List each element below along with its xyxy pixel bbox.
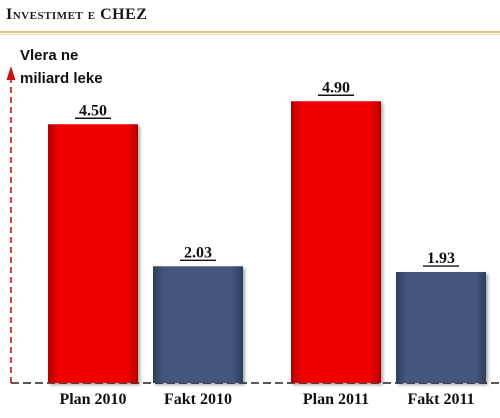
x-tick-label: Fakt 2011 [407,391,474,408]
labels-layer: 4.50 2.03 4.90 1.93 [75,79,459,267]
bar-fakt-2010 [153,266,243,383]
bars-layer [48,101,486,383]
y-axis-label-line-1: Vlera ne [20,47,79,64]
x-tick-label: Plan 2010 [59,391,126,408]
title-divider-thin [0,34,500,35]
y-axis-label-line-2: miliard leke [20,70,103,87]
ticks-layer: Plan 2010 Fakt 2010 Plan 2011 Fakt 2011 [59,391,474,408]
data-label: 4.50 [79,102,107,119]
chart-title: Investimet e CHEZ [6,6,148,23]
bar-plan-2010 [48,124,138,383]
y-axis-label: Vlera ne miliard leke [20,44,170,90]
x-tick-label: Fakt 2010 [164,391,232,408]
bar-plan-2011 [291,101,381,383]
bar-fakt-2011 [396,272,486,383]
title-divider [0,31,500,33]
data-label: 4.90 [322,79,350,96]
data-label: 2.03 [184,244,212,261]
y-axis-arrowhead [6,66,16,80]
data-label: 1.93 [427,250,455,267]
x-tick-label: Plan 2011 [303,391,369,408]
